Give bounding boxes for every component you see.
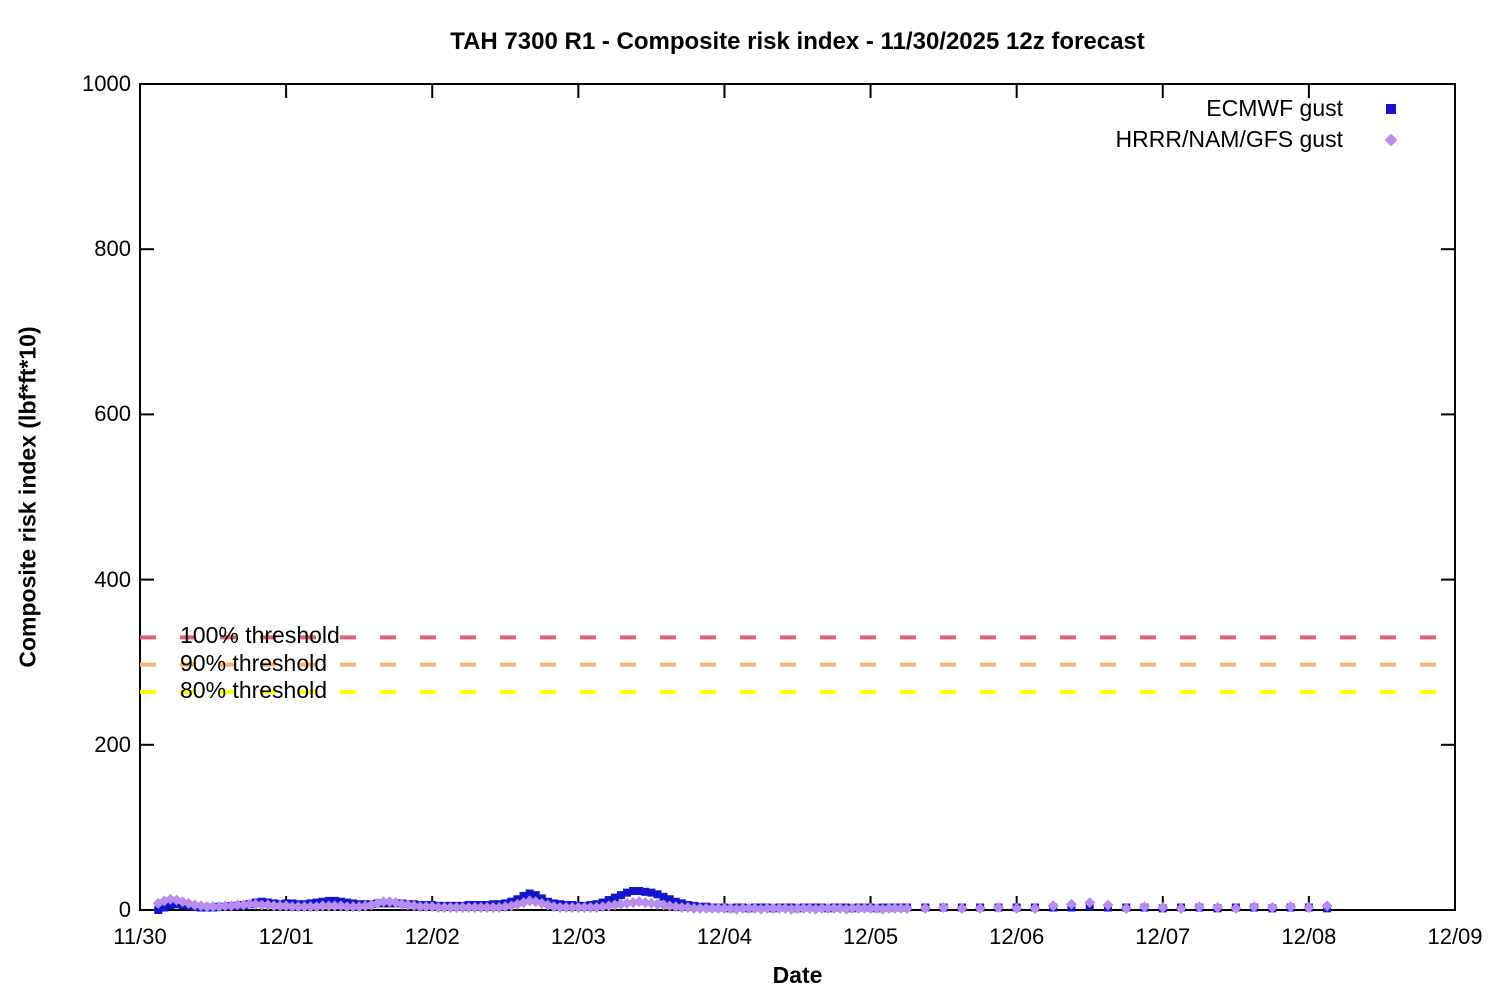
legend-item-hrrr-nam-gfs: HRRR/NAM/GFS gust	[1116, 125, 1398, 154]
y-tick-label: 0	[118, 897, 131, 922]
threshold-label-80: 80% threshold	[180, 676, 328, 703]
x-tick-label: 12/02	[404, 924, 460, 949]
y-tick-label: 400	[94, 566, 131, 592]
x-tick-label: 12/06	[989, 924, 1045, 949]
x-tick-label: 12/08	[1281, 924, 1337, 949]
threshold-label-90: 90% threshold	[180, 649, 328, 676]
y-tick-label: 1000	[82, 71, 131, 96]
axis-ticks	[139, 83, 1456, 911]
square-marker-icon	[1383, 101, 1398, 116]
y-axis-label: Composite risk index (lbf*ft*10)	[14, 326, 41, 668]
legend-item-ecmwf: ECMWF gust	[1116, 94, 1398, 123]
y-tick-label: 800	[94, 236, 131, 262]
x-tick-label: 12/09	[1427, 924, 1483, 949]
x-tick-label: 12/04	[696, 924, 752, 949]
x-tick-label: 12/03	[550, 924, 606, 949]
x-axis-label: Date	[772, 962, 823, 988]
y-tick-label: 200	[94, 731, 131, 757]
data-points-hrrr-nam-gfs	[152, 893, 1333, 915]
chart-title: TAH 7300 R1 - Composite risk index - 11/…	[450, 28, 1145, 55]
plot-border	[139, 83, 1456, 911]
y-tick-label: 600	[94, 401, 131, 427]
x-tick-label: 12/07	[1135, 924, 1191, 949]
legend-label-ecmwf: ECMWF gust	[1206, 95, 1343, 121]
diamond-marker-icon	[1383, 132, 1398, 147]
legend-label-hrrr-nam-gfs: HRRR/NAM/GFS gust	[1115, 126, 1343, 152]
x-tick-label: 12/05	[843, 924, 899, 949]
threshold-label-100: 100% threshold	[180, 622, 340, 649]
x-tick-label: 11/30	[113, 924, 167, 949]
legend: ECMWF gust HRRR/NAM/GFS gust	[1116, 94, 1398, 154]
x-tick-label: 12/01	[258, 924, 314, 949]
